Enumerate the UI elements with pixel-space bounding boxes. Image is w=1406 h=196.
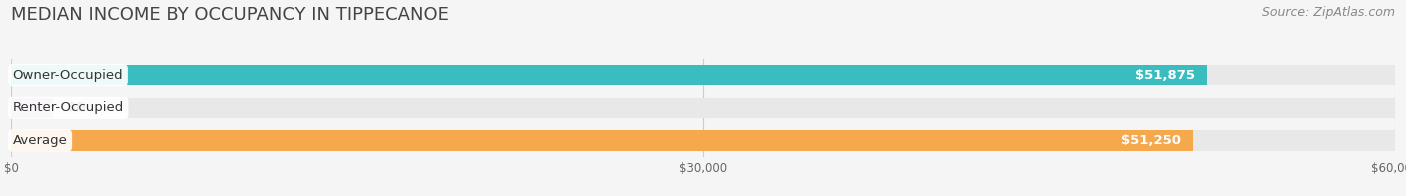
Bar	[11, 65, 1208, 85]
Text: Average: Average	[13, 134, 67, 147]
Text: Renter-Occupied: Renter-Occupied	[13, 101, 124, 114]
Text: $0: $0	[66, 101, 84, 114]
Text: $51,875: $51,875	[1136, 69, 1195, 82]
Bar	[11, 130, 1192, 151]
Bar	[11, 98, 53, 118]
Text: $51,250: $51,250	[1121, 134, 1181, 147]
Bar	[11, 130, 1395, 151]
Text: Owner-Occupied: Owner-Occupied	[13, 69, 124, 82]
Bar	[11, 65, 1395, 85]
Text: Source: ZipAtlas.com: Source: ZipAtlas.com	[1261, 6, 1395, 19]
Bar	[11, 98, 1395, 118]
Text: MEDIAN INCOME BY OCCUPANCY IN TIPPECANOE: MEDIAN INCOME BY OCCUPANCY IN TIPPECANOE	[11, 6, 449, 24]
